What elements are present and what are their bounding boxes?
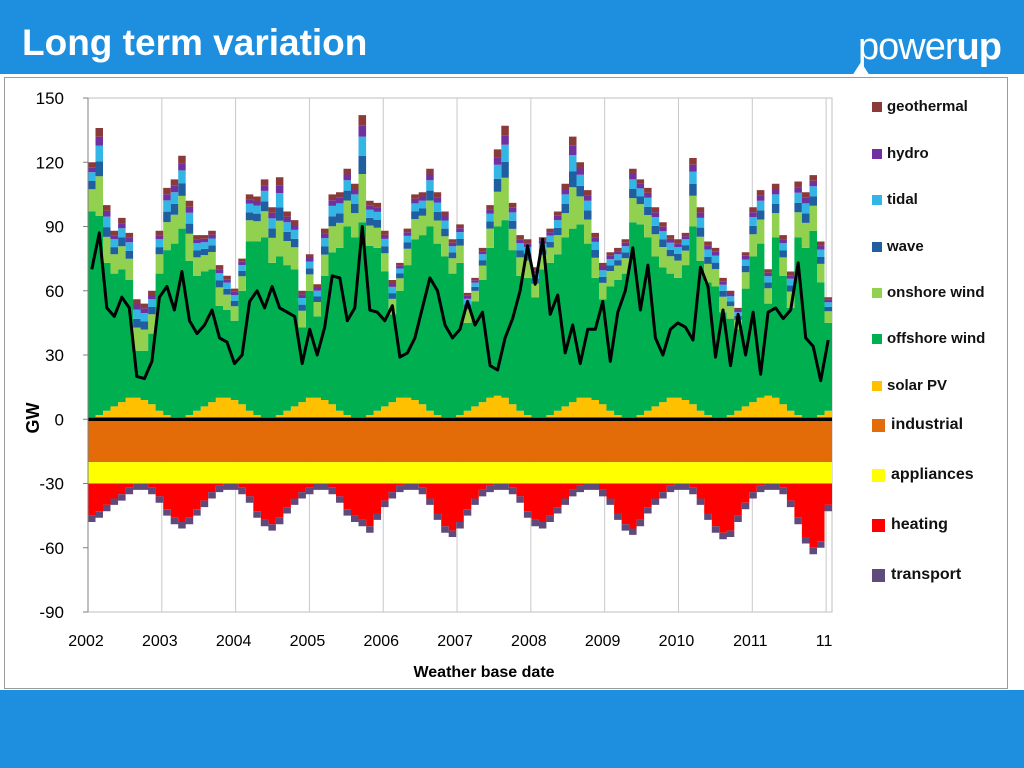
legend-item-appliances: appliances: [872, 466, 974, 484]
chart-areas: [88, 115, 832, 555]
legend-label-appliances: appliances: [891, 466, 974, 483]
x-tick-label: 11: [816, 633, 833, 650]
legend-label-solar-pv: solar PV: [887, 377, 948, 394]
x-tick-label: 2010: [659, 633, 695, 650]
x-tick-label: 2007: [437, 633, 473, 650]
legend-item-industrial: industrial: [872, 416, 963, 434]
legend-swatch-wave: [872, 241, 882, 252]
x-axis-label: Weather base date: [413, 664, 554, 681]
legend-item-wave: wave: [872, 238, 924, 255]
legend-item-solar-pv: solar PV: [872, 377, 947, 394]
legend-label-tidal: tidal: [887, 191, 918, 208]
chart-lines: [90, 225, 830, 383]
y-tick-label: 120: [36, 153, 64, 172]
legend-label-offshore-wind: offshore wind: [887, 330, 986, 347]
wave-area: [88, 155, 832, 330]
footer-band: [0, 690, 1024, 768]
legend-item-heating: heating: [872, 516, 948, 534]
legend-label-geothermal: geothermal: [887, 98, 968, 115]
solar-pv-area: [88, 395, 832, 420]
x-tick-label: 2008: [511, 633, 547, 650]
legend-swatch-appliances: [872, 468, 885, 482]
net-balance-line: [90, 225, 830, 383]
chart-axes: [83, 97, 832, 613]
legend-swatch-tidal: [872, 194, 882, 205]
legend-item-geothermal: geothermal: [872, 98, 968, 115]
legend-swatch-onshore-wind: [872, 287, 882, 298]
legend-label-onshore-wind: onshore wind: [887, 284, 985, 301]
y-tick-label: 0: [55, 410, 64, 429]
appliances-area: [88, 462, 832, 484]
x-tick-label: 2006: [363, 633, 399, 650]
legend-swatch-industrial: [872, 418, 885, 432]
legend-label-hydro: hydro: [887, 145, 929, 162]
y-tick-label: -90: [39, 603, 64, 622]
legend-swatch-hydro: [872, 148, 882, 159]
legend-label-industrial: industrial: [891, 416, 964, 433]
logo-part-bold: up: [956, 26, 1002, 68]
legend-label-transport: transport: [891, 566, 962, 583]
legend-item-offshore-wind: offshore wind: [872, 330, 985, 347]
x-tick-label: 2005: [290, 633, 326, 650]
y-tick-label: 60: [45, 282, 64, 301]
y-tick-label: 90: [45, 218, 64, 237]
legend-label-wave: wave: [887, 238, 924, 255]
slide-title: Long term variation: [22, 22, 368, 63]
legend-item-hydro: hydro: [872, 145, 929, 162]
logo-speech-tail: [852, 62, 870, 76]
y-tick-label: -30: [39, 475, 64, 494]
legend-item-onshore-wind: onshore wind: [872, 284, 985, 301]
y-tick-label: 150: [36, 89, 64, 108]
y-axis-label: GW: [23, 402, 43, 433]
heating-area: [88, 483, 832, 548]
x-tick-label: 2003: [142, 633, 178, 650]
legend-swatch-heating: [872, 518, 885, 532]
industrial-area: [88, 419, 832, 463]
x-tick-label: 2004: [216, 633, 252, 650]
chart-legend: geothermal hydro tidal wave onshore wind…: [872, 92, 1012, 592]
x-tick-label: 2009: [585, 633, 621, 650]
transport-area: [88, 483, 832, 555]
y-tick-label: 30: [45, 346, 64, 365]
y-tick-label: -60: [39, 539, 64, 558]
x-tick-label: 2011: [733, 633, 768, 650]
legend-swatch-offshore-wind: [872, 333, 882, 344]
legend-item-transport: transport: [872, 566, 961, 584]
powerup-logo: powerup: [858, 26, 1002, 69]
logo-part-thin: power: [858, 26, 957, 68]
onshore-wind-area: [88, 174, 832, 351]
legend-label-heating: heating: [891, 516, 948, 533]
legend-swatch-transport: [872, 568, 885, 582]
x-tick-label: 2002: [68, 633, 104, 650]
legend-swatch-geothermal: [872, 101, 882, 112]
legend-swatch-solar-pv: [872, 380, 882, 391]
legend-item-tidal: tidal: [872, 191, 918, 208]
